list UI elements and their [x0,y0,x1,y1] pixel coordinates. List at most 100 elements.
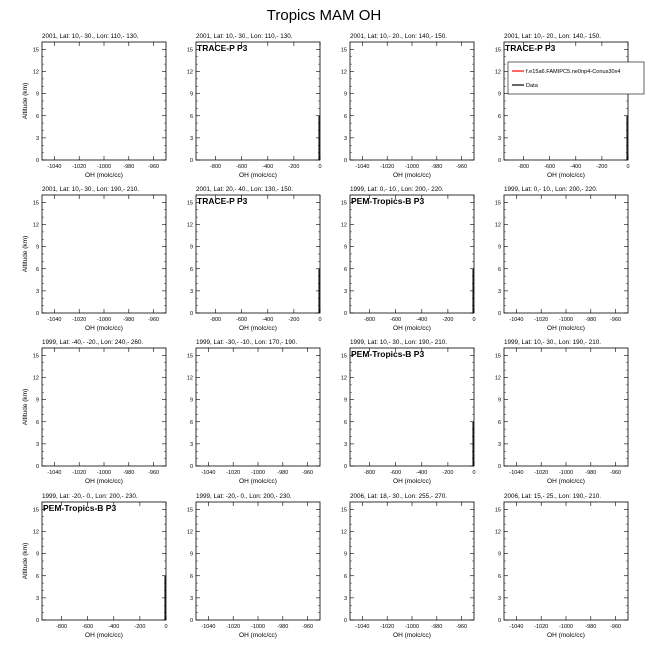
y-tick-label: 0 [498,464,501,470]
plot-frame [503,347,629,467]
x-tick-label: -960 [148,317,159,323]
plot-frame [41,194,167,314]
x-tick-label: -200 [442,317,453,323]
panel-title: 2001, Lat: 10,- 30., Lon: 110,- 130. [196,33,293,40]
x-axis-label: OH (molc/cc) [393,325,431,332]
panel-title: 1999, Lat: 10,- 30., Lon: 190,- 210. [350,339,447,346]
y-tick-label: 15 [341,507,347,513]
y-tick-label: 15 [495,353,501,359]
y-tick-label: 6 [344,267,347,273]
y-tick-label: 3 [498,136,501,142]
y-tick-label: 9 [498,245,501,251]
y-tick-label: 6 [344,420,347,426]
y-tick-label: 12 [187,223,193,229]
y-tick-label: 6 [498,574,501,580]
plot-frame [503,194,629,314]
campaign-label: PEM-Tropics-B P3 [351,349,424,359]
x-tick-label: -1020 [72,317,86,323]
y-axis-label: Altitude (km) [22,83,29,119]
y-tick-label: 6 [190,420,193,426]
x-tick-label: -1020 [72,164,86,170]
y-tick-label: 0 [344,158,347,164]
x-tick-label: -1000 [251,624,265,630]
x-tick-label: -960 [148,164,159,170]
y-tick-label: 12 [495,530,501,536]
panel-title: 1999, Lat: 10,- 30., Lon: 190,- 210. [504,339,601,346]
y-tick-label: 0 [498,311,501,317]
y-tick-label: 3 [36,289,39,295]
x-tick-label: -1040 [509,317,523,323]
x-axis-label: OH (molc/cc) [85,172,123,179]
plot-frame [349,347,475,467]
y-tick-label: 9 [344,245,347,251]
y-tick-label: 12 [187,70,193,76]
x-tick-label: -400 [262,164,273,170]
x-tick-label: -1040 [355,624,369,630]
y-tick-label: 9 [36,398,39,404]
page-title: Tropics MAM OH [266,7,382,24]
x-axis-label: OH (molc/cc) [239,325,277,332]
x-tick-label: -800 [56,624,67,630]
y-tick-label: 0 [190,464,193,470]
x-axis-label: OH (molc/cc) [547,325,585,332]
x-tick-label: -960 [456,624,467,630]
x-axis-label: OH (molc/cc) [547,478,585,485]
y-tick-label: 3 [498,442,501,448]
y-tick-label: 9 [498,92,501,98]
plot-frame [41,501,167,621]
x-tick-label: -800 [210,164,221,170]
plot-frame [349,194,475,314]
x-tick-label: 0 [164,624,167,630]
y-tick-label: 15 [495,200,501,206]
y-tick-label: 12 [495,223,501,229]
y-tick-label: 12 [187,530,193,536]
x-tick-label: -960 [456,164,467,170]
y-tick-label: 6 [190,267,193,273]
panel-title: 1999, Lat: 0,- 10., Lon: 200,- 220. [504,186,598,193]
campaign-label: TRACE-P P3 [505,43,556,53]
x-tick-label: -1020 [534,624,548,630]
campaign-label: PEM-Tropics-B P3 [43,503,116,513]
y-tick-label: 15 [495,47,501,53]
plot-frame [195,194,321,314]
x-axis-label: OH (molc/cc) [239,478,277,485]
y-tick-label: 15 [33,507,39,513]
y-tick-label: 9 [344,92,347,98]
x-tick-label: -960 [302,470,313,476]
y-tick-label: 15 [33,353,39,359]
x-tick-label: -980 [123,164,134,170]
x-tick-label: -1000 [251,470,265,476]
y-tick-label: 3 [344,442,347,448]
panel-title: 2001, Lat: 10,- 20., Lon: 140,- 150. [504,33,601,40]
x-tick-label: -400 [416,317,427,323]
plot-frame [41,347,167,467]
x-tick-label: -1020 [226,470,240,476]
y-tick-label: 3 [344,289,347,295]
y-tick-label: 3 [498,596,501,602]
panel-title: 2001, Lat: 10,- 20., Lon: 140,- 150. [350,33,447,40]
y-tick-label: 6 [190,114,193,120]
x-tick-label: -200 [288,317,299,323]
y-tick-label: 12 [33,376,39,382]
y-tick-label: 0 [498,158,501,164]
y-tick-label: 0 [36,464,39,470]
x-tick-label: -960 [610,470,621,476]
x-tick-label: -1040 [47,164,61,170]
panel-title: 1999, Lat: -20,- 0., Lon: 200,- 230. [42,493,138,500]
y-tick-label: 0 [190,158,193,164]
y-tick-label: 3 [36,596,39,602]
x-tick-label: -600 [82,624,93,630]
x-tick-label: -980 [585,317,596,323]
x-tick-label: -200 [288,164,299,170]
x-axis-label: OH (molc/cc) [85,478,123,485]
x-tick-label: -1040 [47,317,61,323]
x-axis-label: OH (molc/cc) [393,632,431,639]
x-tick-label: -600 [390,470,401,476]
y-tick-label: 0 [344,311,347,317]
y-tick-label: 12 [33,530,39,536]
y-tick-label: 6 [498,267,501,273]
panel-title: 2006, Lat: 15,- 25., Lon: 190,- 210. [504,493,601,500]
panel-title: 2001, Lat: 10,- 30., Lon: 110,- 130. [42,33,139,40]
x-tick-label: -1000 [97,317,111,323]
